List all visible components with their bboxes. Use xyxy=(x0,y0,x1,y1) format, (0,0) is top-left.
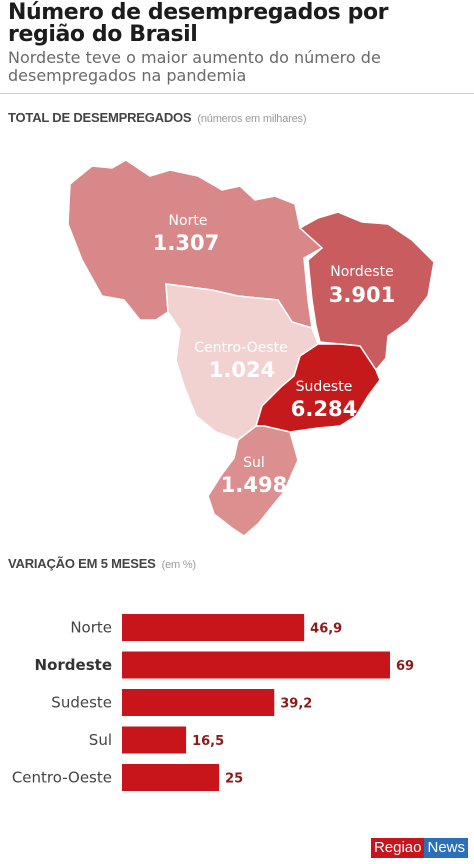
region-norte xyxy=(67,160,323,330)
region-nordeste xyxy=(298,211,435,372)
region-centro-oeste-value: 1.024 xyxy=(209,358,275,382)
region-norte-label: Norte xyxy=(169,213,208,229)
region-norte-value: 1.307 xyxy=(153,231,219,255)
bar xyxy=(122,689,275,716)
map-section-title: TOTAL DE DESEMPREGADOS xyxy=(8,110,192,125)
bar-category-label: Sul xyxy=(89,731,112,749)
brand-logo: Regiao News xyxy=(370,838,468,858)
bar-section-note: (em %) xyxy=(161,559,196,571)
region-sul-value: 1.498 xyxy=(221,473,287,497)
bar-value-label: 46,9 xyxy=(310,622,342,637)
bar-category-label: Norte xyxy=(70,619,112,637)
region-sudeste-label: Sudeste xyxy=(296,379,353,395)
bar xyxy=(122,726,187,754)
map-section-note: (números em milhares) xyxy=(197,113,307,125)
region-sul xyxy=(207,425,299,537)
divider xyxy=(0,93,474,94)
map-section-heading: TOTAL DE DESEMPREGADOS (números em milhar… xyxy=(8,110,306,125)
page-title: Número de desempregados por região do Br… xyxy=(8,0,389,47)
brand-part2: News xyxy=(424,838,468,858)
bar-category-label: Sudeste xyxy=(51,694,112,712)
region-nordeste-label: Nordeste xyxy=(330,264,393,280)
brand-part1: Regiao xyxy=(370,838,425,858)
page-subtitle: Nordeste teve o maior aumento do número … xyxy=(8,48,381,85)
bar xyxy=(122,764,220,791)
bar-value-label: 16,5 xyxy=(192,734,224,749)
region-nordeste-value: 3.901 xyxy=(329,283,395,307)
brazil-map: Norte 1.307 Nordeste 3.901 Centro-Oeste … xyxy=(67,160,435,537)
bar-value-label: 69 xyxy=(396,659,414,674)
region-sudeste-value: 6.284 xyxy=(291,397,357,421)
region-centro-oeste-label: Centro-Oeste xyxy=(194,340,288,356)
bar-category-label: Nordeste xyxy=(35,656,112,674)
region-sul-label: Sul xyxy=(243,455,265,471)
bar-value-label: 39,2 xyxy=(280,697,312,712)
bar-category-label: Centro-Oeste xyxy=(12,769,112,787)
bar-chart: Norte 46,9 Nordeste 69 Sudeste 39,2 Sul 16,5 Cen… xyxy=(12,614,414,791)
region-sudeste xyxy=(254,343,381,433)
bar-section-heading: VARIAÇÃO EM 5 MESES (em %) xyxy=(8,556,196,571)
bar-value-label: 25 xyxy=(225,772,243,787)
bar xyxy=(122,614,305,641)
bar xyxy=(122,651,390,679)
bar-section-title: VARIAÇÃO EM 5 MESES xyxy=(8,556,156,571)
